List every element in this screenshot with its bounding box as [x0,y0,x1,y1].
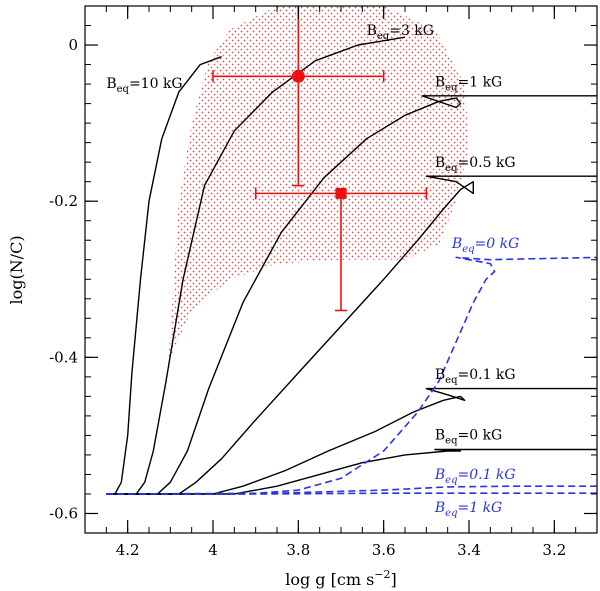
obs-circle [212,6,385,187]
y-tick-label: 0 [68,36,78,54]
x-tick-label: 4.2 [116,541,140,559]
observations-layer [212,6,428,312]
y-tick-label: -0.6 [49,504,78,522]
x-tick-label: 4 [208,541,218,559]
label-beq-01kg: Beq=0.1 kG [435,367,516,386]
x-tick-label: 3.8 [286,541,310,559]
axis-ticks: 4.2 4 3.8 3.6 3.4 3.2 0 -0.2 -0.4 -0.6 [49,5,598,559]
series-beq-0-kg [106,448,597,495]
series-beq-0-1-kg-blue [106,485,597,495]
uncertainty-region [166,6,469,397]
series-layer [106,36,597,495]
label-beq-05kg: Beq=0.5 kG [435,155,516,174]
x-tick-label: 3.2 [542,541,566,559]
x-axis-title: log g [cm s−2] [285,568,397,589]
label-beq-0kg: Beq=0 kG [435,427,502,446]
y-tick-label: -0.2 [49,192,78,210]
series-beq-0-1-kg [106,387,597,495]
series-beq-1-kg-blue [106,492,597,495]
series-beq-10-kg [106,56,222,495]
x-tick-label: 3.6 [372,541,396,559]
obs-circle-marker [291,69,305,83]
uncertainty-region-layer [166,6,469,397]
series-beq-3-kg [106,36,406,495]
label-beq-3kg: Beq=3 kG [367,23,434,42]
label-beq-10kg: Beq=10 kG [106,76,182,95]
y-tick-label: -0.4 [49,348,78,366]
label-beq-1kg-blue: Beq=1 kG [434,500,502,519]
series-beq-1-kg [106,95,597,495]
series-beq-0-kg-blue [106,256,597,495]
obs-square-marker [335,187,347,199]
series-beq-0-5-kg [106,175,597,495]
annotation-layer: Beq=10 kG Beq=3 kG Beq=1 kG Beq=0.5 kG Beq=0… [106,23,519,519]
label-beq-01kg-blue: Beq=0.1 kG [434,467,516,486]
y-axis-title: log(N/C) [7,235,26,304]
label-beq-1kg: Beq=1 kG [435,74,502,93]
x-tick-label: 3.4 [457,541,481,559]
obs-square [254,187,428,312]
label-beq-0kg-blue: Beq=0 kG [451,236,519,255]
